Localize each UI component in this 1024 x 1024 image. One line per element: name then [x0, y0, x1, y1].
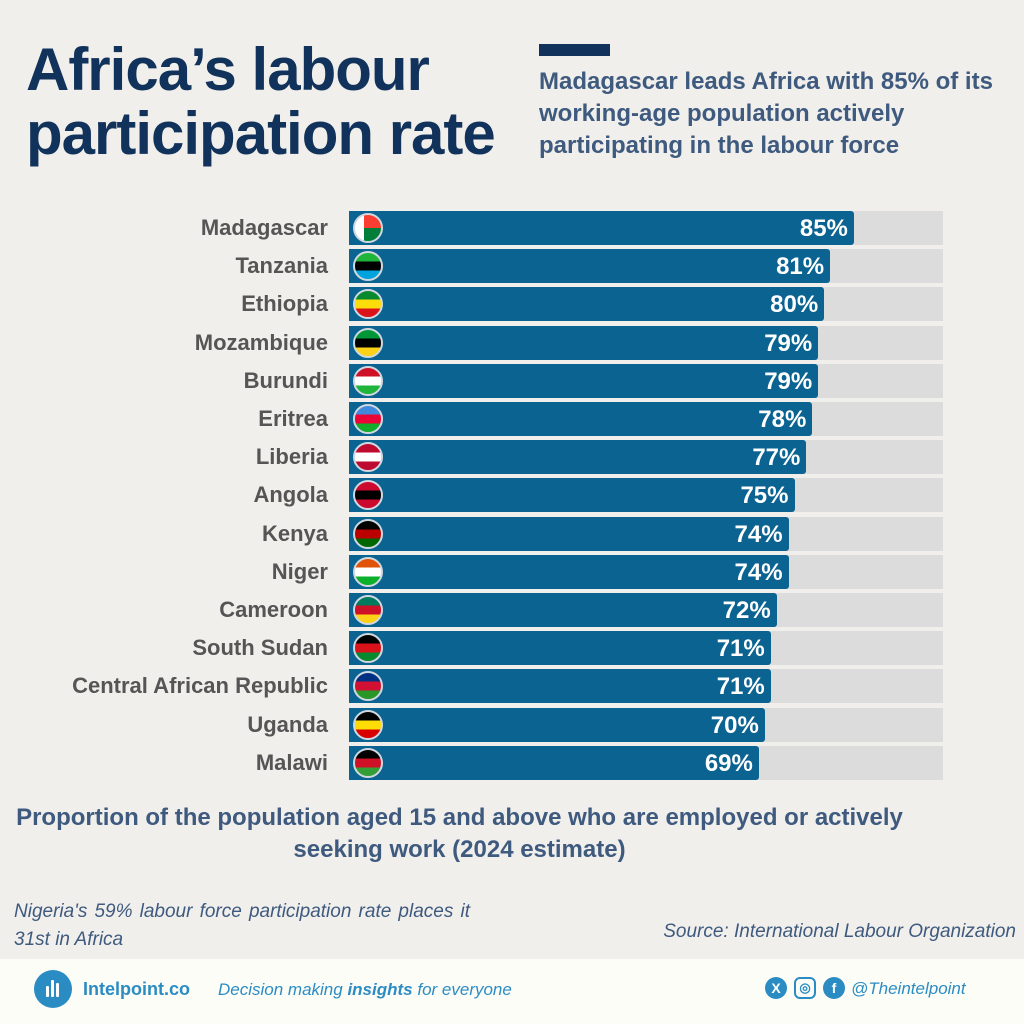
- bar: [349, 669, 771, 704]
- value-label: 74%: [734, 558, 783, 586]
- nigeria-note: Nigeria's 59% labour force participation…: [14, 901, 470, 950]
- bar: [349, 325, 819, 360]
- flag-niger-icon: [353, 556, 383, 587]
- bar: [349, 249, 831, 284]
- value-label: 78%: [758, 406, 807, 433]
- category-label: Cameroon: [219, 597, 328, 622]
- category-label: Mozambique: [194, 329, 328, 355]
- flag-burundi-icon: [353, 365, 383, 396]
- value-label: 74%: [734, 520, 783, 548]
- value-label: 79%: [764, 367, 813, 395]
- category-label: Burundi: [243, 367, 328, 393]
- brand-link[interactable]: Intelpoint.co: [83, 979, 190, 999]
- category-label: South Sudan: [192, 635, 328, 661]
- tagline: Decision making insights for everyone: [218, 980, 512, 1000]
- bar: [349, 745, 759, 780]
- category-label: Malawi: [255, 749, 328, 775]
- bar: [349, 707, 765, 742]
- category-label: Liberia: [255, 444, 328, 470]
- value-label: 72%: [722, 597, 771, 624]
- social-handle[interactable]: @Theintelpoint: [851, 979, 966, 998]
- value-label: 79%: [764, 329, 813, 357]
- instagram-icon[interactable]: ◎: [794, 977, 816, 999]
- bar: [349, 554, 789, 589]
- title-line-2: participation rate: [26, 100, 496, 167]
- category-label: Tanzania: [235, 253, 328, 279]
- intelpoint-logo-icon[interactable]: [34, 970, 72, 1008]
- flag-liberia-icon: [353, 442, 383, 473]
- flag-angola-icon: [353, 480, 383, 511]
- category-label: Uganda: [247, 711, 328, 737]
- flag-madagascar-icon: [353, 213, 383, 243]
- category-label: Eritrea: [258, 406, 328, 431]
- flag-eritrea-icon: [353, 404, 383, 434]
- value-label: 70%: [710, 711, 759, 739]
- bar: [349, 593, 777, 627]
- accent-bar: [539, 44, 610, 56]
- flag-malawi-icon: [353, 747, 383, 778]
- flag-south-sudan-icon: [353, 633, 383, 664]
- flag-tanzania-icon: [353, 251, 383, 282]
- bar: [349, 478, 795, 513]
- page-title: Africa’s labour participation rate: [26, 36, 496, 167]
- category-label: Niger: [271, 558, 328, 584]
- footer: Intelpoint.co Decision making insights f…: [0, 959, 1024, 1024]
- category-label: Madagascar: [200, 215, 328, 240]
- category-label: Ethiopia: [241, 291, 328, 317]
- x-twitter-icon[interactable]: X: [765, 977, 787, 999]
- value-label: 69%: [704, 749, 753, 777]
- value-label: 71%: [716, 673, 765, 701]
- value-label: 71%: [716, 635, 765, 663]
- value-label: 75%: [740, 482, 789, 510]
- bar: [349, 631, 771, 666]
- category-label: Central African Republic: [72, 673, 328, 699]
- value-label: 77%: [752, 444, 801, 472]
- bar: [349, 402, 813, 436]
- value-label: 81%: [776, 253, 825, 281]
- value-label: 80%: [770, 291, 819, 319]
- flag-cameroon-icon: [353, 595, 383, 625]
- facebook-icon[interactable]: f: [823, 977, 845, 999]
- flag-central-african-republic-icon: [353, 671, 383, 702]
- bar: [349, 287, 825, 322]
- flag-kenya-icon: [353, 518, 383, 549]
- flag-uganda-icon: [353, 709, 383, 740]
- source-text: Source: International Labour Organizatio…: [663, 921, 1016, 942]
- title-line-1: Africa’s labour: [26, 36, 430, 103]
- tagline-text-end: for everyone: [412, 980, 512, 999]
- subtitle: Madagascar leads Africa with 85% of its …: [539, 68, 993, 159]
- flag-ethiopia-icon: [353, 289, 383, 320]
- tagline-text: Decision making: [218, 980, 348, 999]
- bar: [349, 363, 819, 398]
- bar: [349, 211, 854, 245]
- category-label: Kenya: [261, 520, 328, 546]
- bar: [349, 440, 807, 475]
- bar-chart: Madagascar 85% Tanzania 81% Ethiopia 80% Mozam…: [72, 211, 943, 780]
- value-label: 85%: [799, 215, 848, 242]
- category-label: Angola: [253, 482, 328, 508]
- bar: [349, 516, 789, 551]
- flag-mozambique-icon: [353, 327, 383, 358]
- tagline-bold: insights: [347, 980, 413, 999]
- chart-caption: Proportion of the population aged 15 and…: [16, 804, 903, 863]
